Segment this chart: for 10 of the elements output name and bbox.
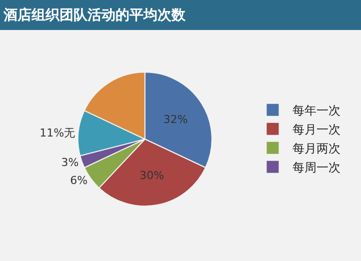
legend-label: 每月两次 <box>292 142 341 156</box>
data-label: 32% <box>163 113 188 126</box>
data-label: 11%无 <box>40 126 76 140</box>
chart-title: 酒店组织团队活动的平均次数 <box>2 6 187 24</box>
data-label: 3% <box>61 156 79 170</box>
data-label: 6% <box>70 174 88 188</box>
legend-label: 每年一次 <box>292 104 341 118</box>
legend-label: 每月一次 <box>292 122 341 137</box>
data-label: 30% <box>140 168 164 182</box>
legend-label: 每周一次 <box>292 160 341 175</box>
